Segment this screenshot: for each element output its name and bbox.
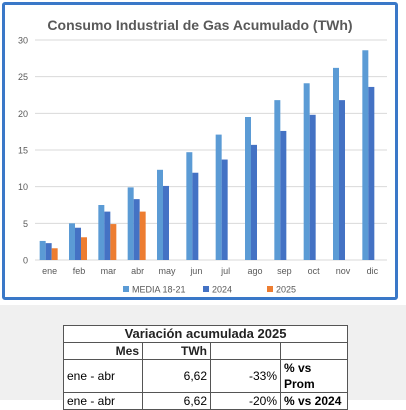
row-label: % vs 2024 — [280, 392, 348, 410]
legend-swatch — [267, 286, 273, 292]
bar — [157, 169, 163, 260]
x-tick-label: ago — [247, 266, 262, 276]
table-title: Variación acumulada 2025 — [63, 325, 348, 343]
bar — [127, 187, 134, 260]
chart-title: Consumo Industrial de Gas Acumulado (TWh… — [47, 17, 352, 33]
bar — [274, 100, 281, 260]
bar — [245, 117, 251, 260]
y-tick-label: 5 — [23, 219, 28, 229]
legend-swatch — [203, 286, 209, 292]
row-pct: -33% — [210, 359, 281, 393]
x-tick-label: may — [158, 266, 176, 276]
x-tick-label: feb — [73, 266, 86, 276]
bar — [75, 227, 81, 260]
table-row: ene - abr 6,62 -20% % vs 2024 — [63, 392, 348, 410]
legend-swatch — [123, 286, 129, 292]
x-tick-label: jun — [189, 266, 202, 276]
row-pct: -20% — [210, 392, 281, 410]
row-twh: 6,62 — [142, 392, 211, 410]
legend: MEDIA 18-21 2024 2025 — [123, 285, 296, 295]
bar — [110, 224, 117, 260]
y-tick-label: 30 — [18, 36, 28, 46]
bar — [133, 199, 140, 260]
bar — [362, 50, 369, 261]
table-header-row: Mes TWh — [63, 342, 348, 360]
x-tick-label: ene — [42, 266, 57, 276]
x-tick-label: abr — [131, 266, 144, 276]
bar — [69, 223, 75, 260]
x-tick-label: sep — [277, 266, 292, 276]
bar — [98, 205, 105, 260]
x-tick-labels: ene feb mar abr may jun jul ago sep oct nov dic — [42, 266, 378, 276]
x-tick-label: jul — [220, 266, 230, 276]
bar — [303, 83, 310, 261]
bar — [309, 114, 316, 260]
header-twh: TWh — [142, 342, 211, 360]
chart-svg: Consumo Industrial de Gas Acumulado (TWh… — [18, 17, 387, 295]
summary-table: Variación acumulada 2025 Mes TWh ene - a… — [63, 325, 348, 410]
chart-frame: Consumo Industrial de Gas Acumulado (TWh… — [2, 2, 398, 300]
header-mes: Mes — [63, 342, 143, 360]
legend-label: 2025 — [276, 285, 296, 295]
row-twh: 6,62 — [142, 359, 211, 393]
x-tick-label: nov — [336, 266, 351, 276]
bar — [104, 211, 111, 260]
header-empty-2 — [280, 342, 348, 360]
bar — [333, 67, 339, 260]
bar — [251, 144, 257, 260]
grid-layer — [35, 39, 387, 261]
bar — [339, 100, 345, 260]
y-tick-label: 10 — [18, 182, 28, 192]
y-tick-label: 20 — [18, 109, 28, 119]
bar — [368, 86, 375, 260]
x-tick-label: dic — [367, 266, 379, 276]
row-mes: ene - abr — [63, 392, 143, 410]
y-tick-label: 25 — [18, 72, 28, 82]
row-label: % vs Prom — [280, 359, 348, 393]
bar — [280, 130, 287, 260]
bar — [192, 172, 199, 260]
x-tick-label: oct — [308, 266, 321, 276]
x-tick-label: mar — [101, 266, 117, 276]
bar — [39, 240, 46, 260]
bar — [215, 134, 222, 260]
legend-label: 2024 — [212, 285, 232, 295]
row-mes: ene - abr — [63, 359, 143, 393]
y-tick-label: 15 — [18, 146, 28, 156]
legend-label: MEDIA 18-21 — [132, 285, 186, 295]
bar — [81, 237, 87, 260]
bar — [139, 211, 146, 260]
header-empty — [210, 342, 281, 360]
bar — [45, 243, 52, 260]
table-title-row: Variación acumulada 2025 — [63, 325, 348, 343]
table-row: ene - abr 6,62 -33% % vs Prom — [63, 359, 348, 393]
bar — [221, 159, 228, 260]
y-tick-label: 0 — [23, 256, 28, 266]
bar — [163, 185, 169, 260]
bar — [51, 248, 58, 260]
y-tick-labels: 0 5 10 15 20 25 30 — [18, 36, 28, 266]
bar — [186, 152, 193, 260]
bars — [39, 50, 375, 261]
